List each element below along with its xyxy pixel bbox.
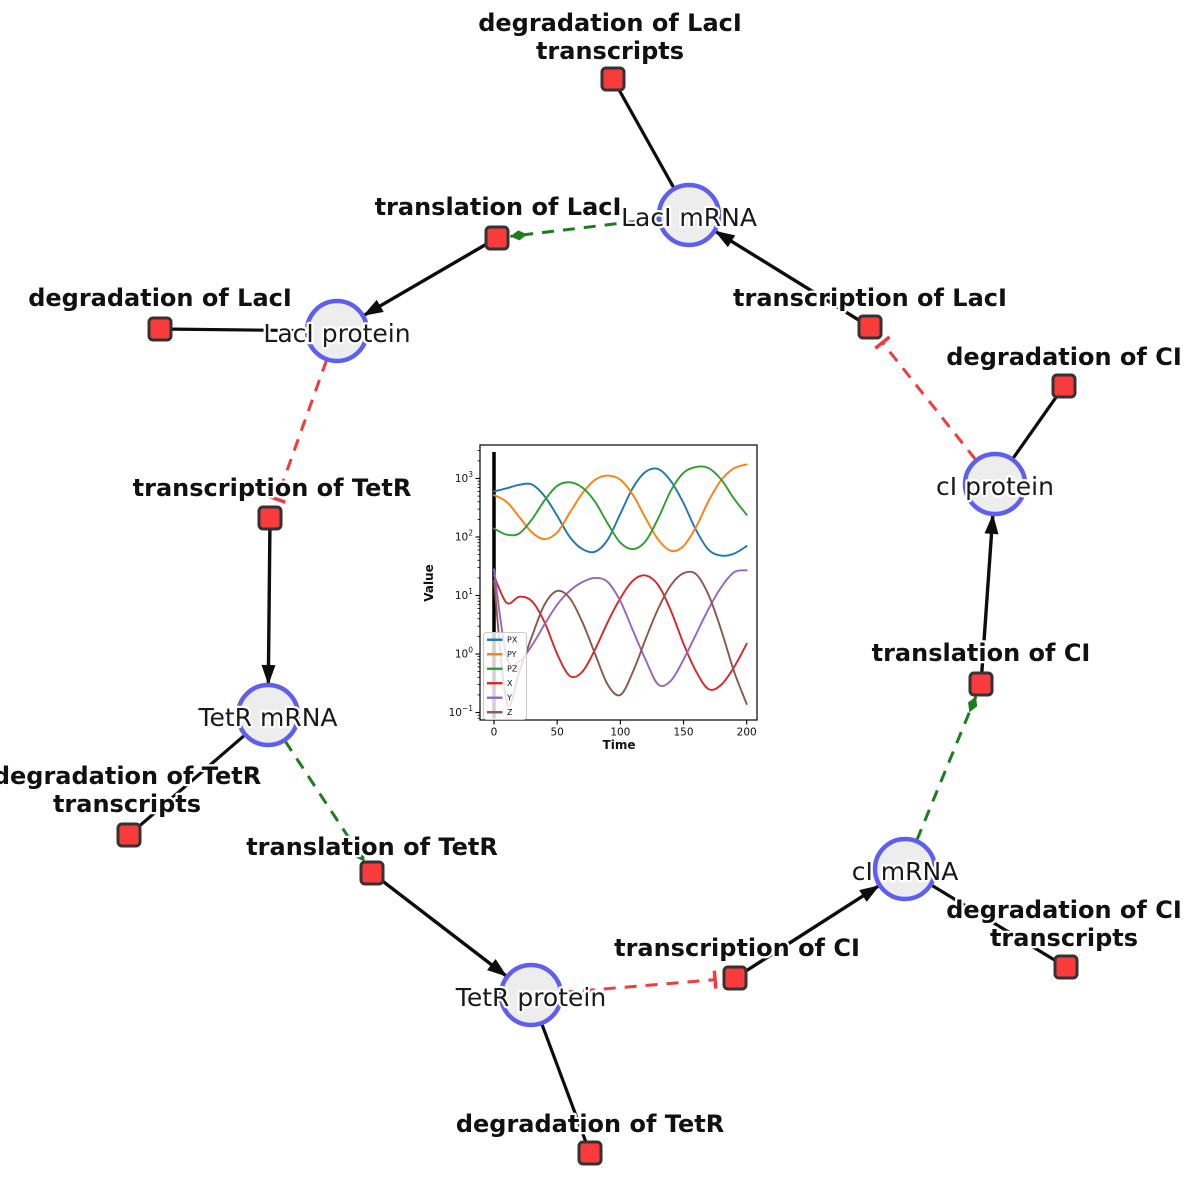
y-tick-label: 102 bbox=[455, 529, 473, 544]
reaction-node-deg_laci_tx[interactable] bbox=[600, 66, 626, 92]
edge-line-tetr_mrna-deg_tetr_tx bbox=[137, 732, 248, 829]
series-line-Z bbox=[493, 570, 748, 707]
reaction-label-deg_tetr-line0: degradation of TetR bbox=[456, 1110, 724, 1138]
reaction-node-tx_ci[interactable] bbox=[722, 965, 748, 991]
edge-modifier-laci_mrna-tl_laci bbox=[510, 217, 659, 241]
reaction-label-deg_laci_tx-line0: degradation of LacI bbox=[478, 9, 742, 37]
plot-curves bbox=[493, 463, 748, 707]
species-node-laci_protein[interactable] bbox=[304, 298, 370, 364]
edge-line-tetr_protein-deg_tetr bbox=[539, 1020, 588, 1142]
species-label-ci_mrna: cI mRNA bbox=[852, 857, 959, 886]
edge-arrow-tx_laci-laci_mrna bbox=[713, 229, 861, 322]
species-label-tetr_protein: TetR protein bbox=[455, 983, 606, 1012]
legend-label-X: X bbox=[507, 679, 513, 688]
reaction-label-tx_tetr-line0: transcription of TetR bbox=[133, 474, 412, 502]
edge-inhibition-ci_protein-tx_laci bbox=[874, 335, 977, 461]
legend-label-PX: PX bbox=[507, 636, 518, 645]
reaction-label-deg_laci_tx-line1: transcripts bbox=[536, 37, 684, 65]
reaction-label-deg_ci_tx-line0: degradation of CI bbox=[946, 896, 1182, 924]
reaction-label-tx_ci-line0: transcription of CI bbox=[614, 934, 860, 962]
legend-label-PZ: PZ bbox=[507, 665, 518, 674]
edge-line-ci_protein-deg_ci bbox=[1009, 395, 1059, 463]
legend-label-Z: Z bbox=[507, 708, 513, 717]
x-tick-label: 100 bbox=[610, 727, 630, 739]
species-label-laci_mrna: LacI mRNA bbox=[621, 203, 757, 232]
edge-line-ci_mrna-deg_ci_tx bbox=[928, 882, 1057, 962]
species-node-tetr_mrna[interactable] bbox=[235, 682, 301, 748]
y-tick-label: 103 bbox=[455, 470, 473, 485]
nodes-layer bbox=[116, 66, 1079, 1166]
y-tick-label: 101 bbox=[455, 587, 473, 602]
edge-line-laci_mrna-deg_laci_tx bbox=[617, 89, 677, 192]
series-line-PY bbox=[493, 463, 748, 553]
edge-modifier-tetr_mrna-tl_tetr bbox=[283, 740, 366, 863]
reaction-node-tl_ci[interactable] bbox=[968, 671, 994, 697]
x-tick-label: 150 bbox=[674, 727, 694, 739]
reaction-node-deg_ci[interactable] bbox=[1051, 373, 1077, 399]
reaction-node-tx_tetr[interactable] bbox=[257, 505, 283, 531]
edge-modifier-ci_mrna-tl_ci bbox=[915, 695, 978, 841]
y-tick-label: 10−1 bbox=[449, 704, 474, 719]
edge-arrow-tx_tetr-tetr_mrna bbox=[261, 530, 276, 686]
reaction-node-deg_tetr[interactable] bbox=[577, 1140, 603, 1166]
species-label-tetr_mrna: TetR mRNA bbox=[197, 703, 337, 732]
series-line-PX bbox=[493, 467, 748, 557]
y-axis-title: Value bbox=[422, 564, 436, 602]
edge-inhibition-tetr_protein-tx_ci bbox=[561, 970, 718, 994]
x-tick-label: 200 bbox=[737, 727, 757, 739]
reaction-node-tx_laci[interactable] bbox=[857, 314, 883, 340]
species-node-tetr_protein[interactable] bbox=[498, 962, 564, 1028]
series-line-Y bbox=[493, 568, 748, 687]
reaction-label-deg_ci_tx-line1: transcripts bbox=[990, 924, 1138, 952]
reaction-label-tl_ci-line0: translation of CI bbox=[872, 639, 1091, 667]
series-line-PZ bbox=[493, 465, 748, 551]
legend-label-Y: Y bbox=[506, 694, 512, 703]
edge-arrow-tx_ci-ci_mrna bbox=[744, 883, 881, 973]
edge-inhibition-laci_protein-tx_tetr bbox=[267, 359, 328, 504]
species-node-ci_protein[interactable] bbox=[962, 451, 1028, 517]
reaction-label-deg_laci-line0: degradation of LacI bbox=[28, 284, 292, 312]
reaction-label-tl_laci-line0: translation of LacI bbox=[375, 193, 622, 221]
species-label-laci_protein: LacI protein bbox=[263, 319, 410, 348]
edges-layer bbox=[137, 89, 1059, 1142]
species-node-ci_mrna[interactable] bbox=[872, 836, 938, 902]
reaction-label-tl_tetr-line0: translation of TetR bbox=[246, 833, 498, 861]
labels-layer: degradation of LacItranscriptstranslatio… bbox=[0, 7, 1184, 1141]
legend-label-PY: PY bbox=[507, 650, 517, 659]
reaction-label-deg_tetr_tx-line1: transcripts bbox=[53, 790, 201, 818]
inset-plot: 10−1 100 101 102 103 0 50 100 150 200 Time Value PX P… bbox=[422, 444, 758, 752]
reaction-node-deg_laci[interactable] bbox=[147, 316, 173, 342]
reaction-label-deg_ci-line0: degradation of CI bbox=[946, 343, 1182, 371]
species-label-ci_protein: cI protein bbox=[936, 472, 1054, 501]
x-tick-label: 50 bbox=[550, 727, 563, 739]
edge-arrow-tl_tetr-tetr_protein bbox=[380, 879, 509, 979]
series-line-X bbox=[493, 574, 748, 691]
reaction-node-deg_ci_tx[interactable] bbox=[1053, 954, 1079, 980]
x-tick-label: 0 bbox=[491, 727, 498, 739]
edge-arrow-tl_laci-laci_protein bbox=[362, 242, 488, 318]
reaction-label-deg_tetr_tx-line0: degradation of TetR bbox=[0, 762, 261, 790]
y-tick-label: 100 bbox=[455, 646, 473, 661]
reaction-node-deg_tetr_tx[interactable] bbox=[116, 822, 142, 848]
plot-legend-box bbox=[483, 632, 527, 720]
x-axis-title: Time bbox=[603, 738, 636, 752]
species-node-laci_mrna[interactable] bbox=[656, 182, 722, 248]
reaction-label-tx_laci-line0: transcription of LacI bbox=[733, 284, 1007, 312]
edge-line-laci_protein-deg_laci bbox=[172, 327, 310, 333]
reaction-node-tl_laci[interactable] bbox=[484, 225, 510, 251]
edge-arrow-tl_ci-ci_protein bbox=[980, 513, 999, 672]
reaction-node-tl_tetr[interactable] bbox=[359, 860, 385, 886]
